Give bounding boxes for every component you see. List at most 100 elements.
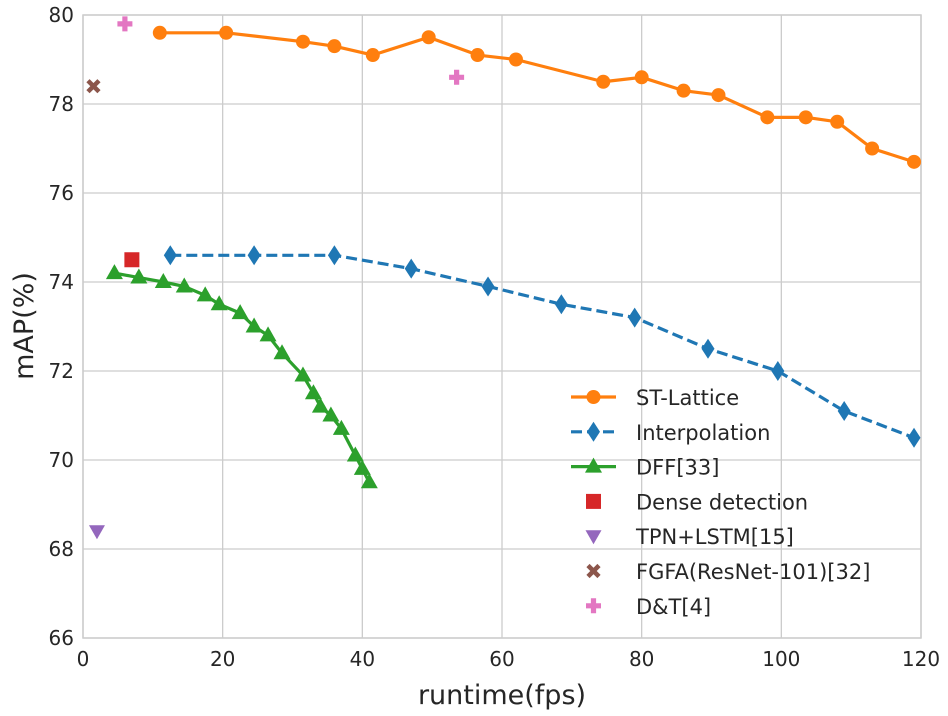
legend-entry-dense-detection: Dense detection — [586, 490, 808, 514]
data-point-interpolation — [771, 361, 785, 381]
y-tick-label: 76 — [49, 181, 74, 205]
data-point-dff-33 — [273, 344, 291, 360]
data-point-st-lattice — [676, 83, 691, 98]
legend-marker — [586, 598, 601, 614]
legend-label: Dense detection — [636, 490, 808, 514]
data-point-st-lattice — [219, 25, 234, 40]
y-tick-label: 68 — [49, 537, 74, 561]
data-point-interpolation — [907, 427, 921, 448]
x-tick-label: 60 — [489, 647, 514, 671]
legend-marker — [586, 390, 601, 404]
y-tick-label: 80 — [49, 3, 74, 27]
x-tick-label: 80 — [629, 647, 654, 671]
y-tick-label: 70 — [49, 448, 74, 472]
data-point-dff-33 — [353, 459, 371, 475]
legend-label: DFF[33] — [636, 456, 719, 480]
data-point-st-lattice — [152, 25, 167, 40]
data-point-interpolation — [163, 245, 177, 266]
legend-label: FGFA(ResNet-101)[32] — [636, 560, 870, 584]
legend-marker — [586, 563, 601, 579]
legend-marker — [587, 421, 600, 442]
data-point-st-lattice — [327, 39, 342, 54]
data-point-dff-33 — [210, 295, 228, 311]
data-point-st-lattice — [596, 74, 611, 89]
series-tpn-lstm-15 — [88, 525, 105, 540]
data-point-st-lattice — [711, 88, 726, 103]
data-point-dff-33 — [259, 326, 277, 342]
data-point-st-lattice — [634, 70, 649, 85]
data-point-tpn-lstm-15 — [88, 525, 105, 540]
data-point-dff-33 — [304, 384, 322, 400]
data-point-st-lattice — [798, 110, 813, 125]
data-point-dff-33 — [245, 317, 263, 333]
x-marker-stroke — [586, 563, 601, 579]
data-point-st-lattice — [760, 110, 775, 125]
data-point-dff-33 — [196, 286, 214, 302]
legend-entry-dff-33: DFF[33] — [571, 456, 719, 480]
series-dff-33 — [105, 264, 378, 489]
legend-label: Interpolation — [636, 421, 770, 445]
y-axis-label: mAP(%) — [9, 272, 40, 380]
data-point-d-t-4 — [117, 16, 133, 32]
x-tick-label: 100 — [762, 647, 800, 671]
data-point-interpolation — [404, 258, 418, 279]
y-tick-label: 78 — [49, 92, 74, 116]
legend-entry-fgfa-resnet-101-32: FGFA(ResNet-101)[32] — [586, 560, 870, 584]
series-layer — [86, 16, 922, 540]
tick-labels: 0 20 40 60 80 100 120 66 68 70 72 74 76 78 80 — [49, 3, 941, 671]
legend-label: TPN+LSTM[15] — [635, 525, 794, 549]
data-point-d-t-4 — [449, 69, 465, 85]
data-point-dff-33 — [322, 406, 340, 422]
legend-entry-interpolation: Interpolation — [571, 421, 770, 445]
data-point-st-lattice — [470, 48, 485, 63]
data-point-st-lattice — [830, 114, 845, 129]
legend-entry-d-t-4: D&T[4] — [586, 595, 711, 619]
x-axis-label: runtime(fps) — [418, 680, 586, 711]
data-point-st-lattice — [865, 141, 880, 156]
y-tick-label: 74 — [49, 270, 74, 294]
data-point-dff-33 — [360, 473, 378, 489]
legend-marker — [585, 530, 602, 545]
data-point-interpolation — [628, 307, 642, 328]
data-point-dff-33 — [175, 277, 193, 293]
x-tick-label: 0 — [77, 647, 90, 671]
plot-frame — [82, 14, 922, 639]
series-d-t-4 — [117, 16, 465, 85]
data-point-dff-33 — [294, 366, 312, 382]
data-point-fgfa-resnet-101-32 — [86, 79, 101, 94]
data-point-st-lattice — [508, 52, 523, 67]
data-point-dff-33 — [332, 419, 350, 435]
data-point-interpolation — [481, 276, 495, 297]
data-point-st-lattice — [421, 30, 436, 45]
data-point-interpolation — [701, 338, 715, 359]
data-point-dff-33 — [105, 264, 123, 280]
legend-entry-tpn-lstm-15: TPN+LSTM[15] — [585, 525, 794, 549]
data-point-dense-detection — [124, 252, 140, 268]
series-line-interpolation — [170, 253, 915, 440]
data-point-interpolation — [837, 401, 851, 422]
data-point-st-lattice — [295, 34, 310, 49]
data-point-st-lattice — [907, 154, 922, 169]
y-tick-label: 72 — [49, 359, 74, 383]
data-point-st-lattice — [365, 48, 380, 63]
series-dense-detection — [124, 252, 140, 268]
x-marker-stroke — [86, 79, 101, 94]
data-point-dff-33 — [154, 273, 172, 288]
data-point-dff-33 — [346, 446, 364, 462]
y-tick-label: 66 — [49, 626, 74, 650]
legend-label: D&T[4] — [636, 595, 711, 619]
data-point-interpolation — [247, 245, 261, 266]
series-interpolation — [163, 245, 921, 448]
legend-label: ST-Lattice — [636, 386, 739, 410]
legend-marker — [585, 457, 602, 473]
series-fgfa-resnet-101-32 — [86, 79, 101, 94]
data-point-interpolation — [327, 245, 341, 266]
legend-marker — [586, 493, 601, 509]
x-tick-label: 20 — [210, 647, 235, 671]
data-point-dff-33 — [311, 397, 329, 413]
legend: ST-Lattice Interpolation DFF[33] Dense dete… — [571, 386, 870, 619]
x-tick-label: 40 — [350, 647, 375, 671]
data-point-dff-33 — [130, 268, 148, 284]
